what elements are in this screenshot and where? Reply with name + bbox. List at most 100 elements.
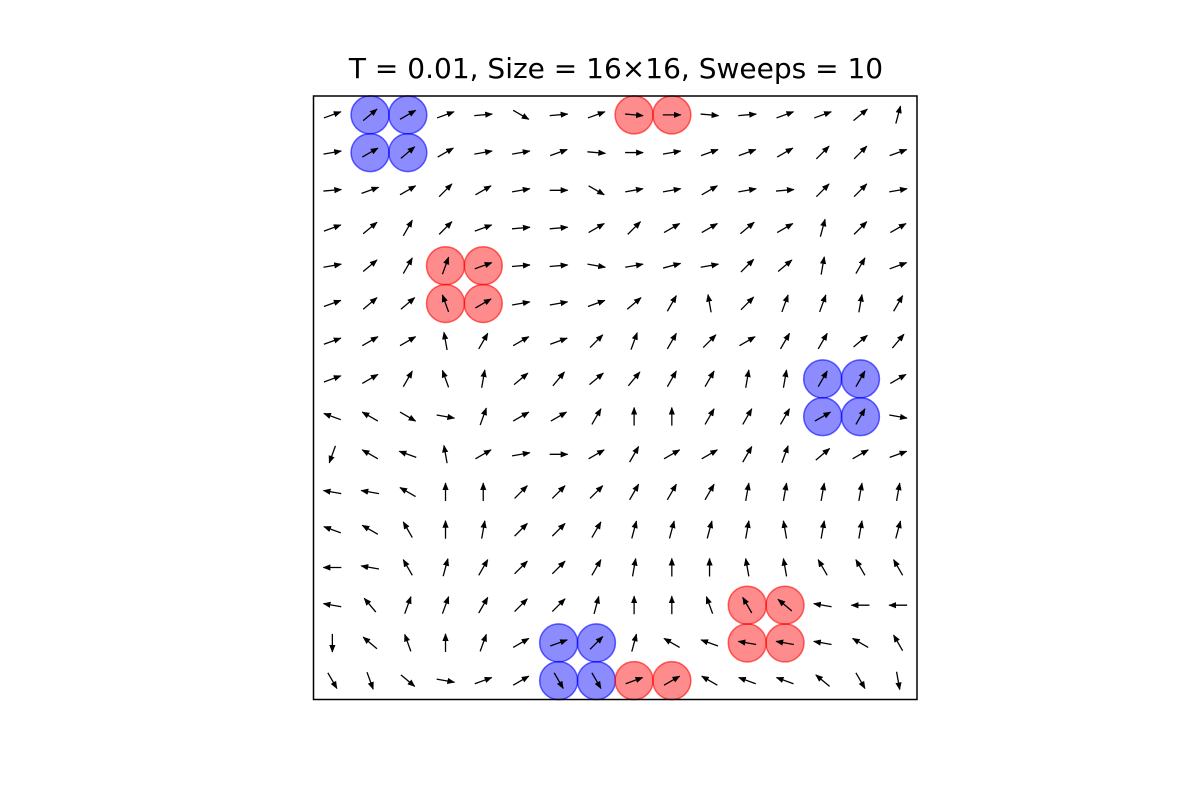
- spin-arrow-r11-c2: [402, 521, 413, 538]
- spin-arrow-r5-c10: [706, 293, 713, 313]
- spin-arrow-r12-c11: [743, 557, 750, 577]
- spin-arrow-r7-c3: [441, 369, 450, 388]
- spin-arrow-r0-c0: [323, 111, 342, 119]
- spin-arrow-r15-c13: [815, 674, 831, 687]
- spin-arrow-r5-c15: [893, 294, 904, 312]
- spin-arrow-r10-c0: [322, 488, 342, 495]
- spin-arrow-r6-c14: [853, 334, 868, 348]
- spin-arrow-r4-c6: [549, 262, 569, 269]
- spin-arrow-r9-c7: [588, 449, 605, 460]
- spin-arrow-r4-c3: [441, 256, 450, 275]
- spin-arrow-r4-c8: [625, 262, 644, 269]
- spin-arrow-r3-c9: [663, 222, 681, 234]
- spin-arrow-r11-c5: [514, 522, 528, 537]
- spin-arrow-r9-c15: [889, 450, 908, 459]
- spin-arrow-r8-c6: [550, 411, 568, 422]
- spin-arrow-r0-c1: [362, 108, 378, 122]
- spin-arrow-r5-c0: [323, 299, 342, 308]
- spin-arrow-r14-c8: [631, 633, 638, 652]
- spin-arrow-r8-c10: [704, 408, 715, 425]
- spin-arrow-r2-c3: [438, 183, 453, 198]
- spin-arrow-r4-c5: [511, 262, 531, 269]
- spin-arrow-r6-c11: [739, 336, 756, 347]
- spin-arrow-r7-c2: [402, 370, 413, 388]
- spin-arrow-r3-c4: [474, 224, 493, 232]
- spin-arrow-r2-c11: [738, 186, 757, 194]
- spin-arrow-r14-c12: [775, 639, 794, 646]
- spin-arrow-r5-c12: [781, 294, 789, 313]
- spin-arrow-r11-c15: [895, 520, 902, 539]
- spin-arrow-r8-c0: [323, 412, 342, 421]
- spin-arrow-r2-c1: [361, 186, 380, 194]
- spin-arrow-r5-c11: [740, 296, 755, 311]
- spin-arrow-r14-c15: [893, 634, 904, 652]
- spin-arrow-r4-c14: [855, 257, 866, 274]
- spin-arrow-r11-c4: [480, 520, 487, 539]
- spin-arrow-r12-c7: [591, 559, 602, 576]
- spin-arrow-r1-c0: [323, 149, 342, 156]
- spin-arrow-r11-c7: [591, 521, 602, 538]
- spin-arrow-r14-c2: [404, 633, 412, 652]
- spin-arrow-r9-c9: [663, 449, 681, 460]
- spin-arrow-r0-c8: [625, 111, 644, 119]
- spin-arrow-r2-c5: [511, 186, 531, 194]
- spin-arrow-r1-c10: [700, 148, 719, 157]
- spin-arrow-r9-c12: [781, 445, 789, 464]
- spin-arrow-r15-c14: [855, 672, 866, 690]
- spin-arrow-r5-c3: [441, 294, 450, 313]
- spin-arrow-r15-c0: [327, 672, 338, 690]
- spin-arrow-r1-c6: [549, 148, 568, 157]
- spin-arrow-r6-c1: [361, 336, 379, 347]
- spin-arrow-r6-c5: [512, 336, 530, 347]
- spin-arrow-r1-c12: [776, 147, 794, 158]
- spin-arrow-r10-c9: [666, 483, 677, 501]
- spin-arrow-r13-c12: [777, 598, 793, 612]
- spin-arrow-r14-c5: [512, 637, 530, 648]
- spin-arrow-r1-c5: [511, 149, 531, 156]
- spin-arrow-r1-c7: [587, 149, 607, 156]
- spin-arrow-r10-c6: [551, 485, 566, 499]
- spin-arrow-r5-c8: [626, 297, 642, 310]
- spin-arrow-r10-c15: [895, 482, 902, 502]
- spin-arrow-r3-c7: [588, 222, 605, 234]
- spin-arrow-r3-c15: [890, 222, 907, 234]
- spin-arrow-r12-c2: [402, 559, 413, 576]
- spin-arrow-r0-c12: [776, 111, 795, 119]
- spin-arrow-r7-c10: [704, 370, 715, 388]
- spin-arrow-r2-c10: [701, 185, 719, 196]
- spin-arrow-r7-c6: [552, 371, 565, 387]
- spin-arrow-r8-c14: [855, 408, 866, 425]
- spin-arrow-r7-c1: [361, 373, 379, 384]
- spin-arrow-r1-c11: [738, 148, 757, 157]
- spin-arrow-r10-c11: [744, 482, 751, 502]
- spin-arrow-r6-c15: [891, 333, 905, 349]
- spin-arrow-r0-c6: [549, 111, 569, 118]
- spin-arrow-r10-c10: [704, 483, 715, 501]
- spin-arrow-r0-c5: [512, 109, 530, 120]
- spin-arrow-r9-c13: [815, 448, 831, 461]
- spin-arrow-r5-c4: [475, 298, 492, 309]
- spin-arrow-r0-c3: [436, 111, 455, 119]
- spin-arrow-r5-c14: [857, 293, 864, 313]
- spin-arrow-r4-c2: [402, 257, 413, 274]
- spin-arrow-r7-c14: [855, 370, 866, 388]
- spin-arrow-r11-c8: [631, 520, 638, 539]
- spin-arrow-r15-c1: [366, 671, 374, 690]
- spin-arrow-r12-c4: [478, 559, 489, 576]
- arrow-layer: [322, 105, 908, 691]
- spin-arrow-r5-c1: [362, 297, 378, 310]
- spin-arrow-r0-c11: [738, 111, 758, 118]
- spin-arrow-r5-c6: [549, 300, 569, 307]
- spin-arrow-r12-c3: [442, 558, 450, 577]
- spin-arrow-r4-c9: [662, 262, 682, 269]
- spin-arrow-r3-c12: [776, 222, 794, 234]
- spin-arrow-r9-c0: [328, 445, 337, 464]
- spin-arrow-r3-c14: [853, 221, 868, 235]
- spin-arrow-r4-c13: [819, 256, 827, 275]
- spin-arrow-r12-c8: [631, 557, 638, 577]
- spin-arrow-r7-c4: [480, 369, 487, 388]
- spin-arrow-r9-c10: [701, 449, 719, 460]
- spin-arrow-r6-c10: [702, 334, 717, 348]
- spin-arrow-r3-c0: [323, 224, 342, 232]
- spin-arrow-r14-c7: [589, 636, 604, 650]
